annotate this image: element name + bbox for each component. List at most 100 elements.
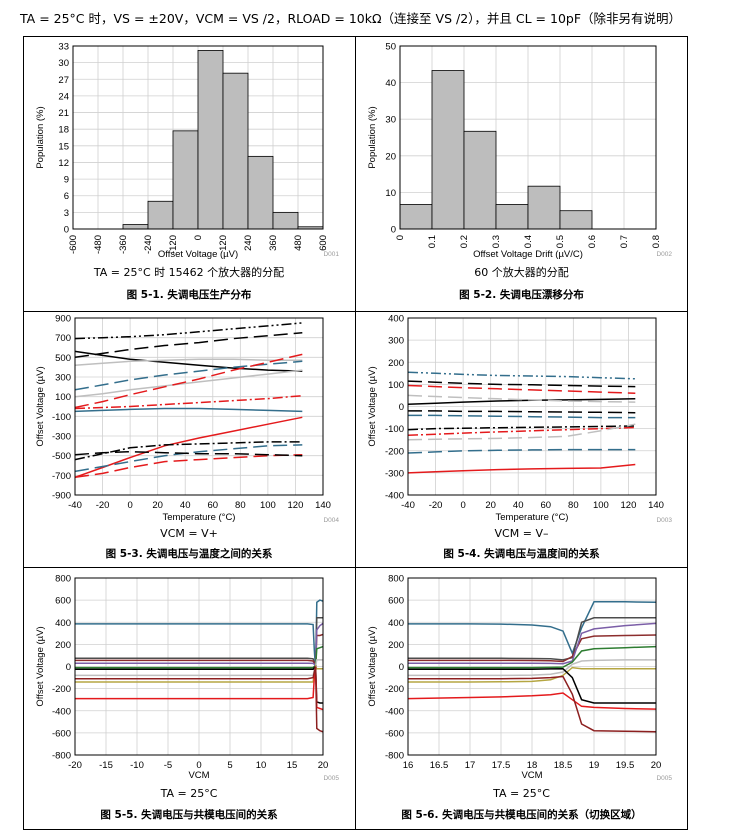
y-tick-label: 0 bbox=[399, 402, 404, 413]
y-tick-label: 400 bbox=[55, 618, 71, 629]
x-axis-label: Offset Voltage (µV) bbox=[158, 249, 238, 260]
y-tick-label: 50 bbox=[385, 42, 396, 53]
x-tick-label: 120 bbox=[621, 500, 637, 511]
x-tick-label: 20 bbox=[485, 500, 496, 511]
y-tick-label: 400 bbox=[388, 618, 404, 629]
series-line bbox=[408, 414, 636, 419]
y-tick-label: 30 bbox=[385, 115, 396, 126]
series-line bbox=[75, 622, 324, 670]
series-line bbox=[407, 371, 636, 380]
figure-caption: 图 5-3. 失调电压与温度之间的关系 bbox=[106, 547, 273, 560]
y-tick-label: -900 bbox=[52, 491, 71, 502]
y-tick-label: 200 bbox=[388, 640, 404, 651]
figure-code: D005 bbox=[656, 775, 672, 782]
series-line bbox=[74, 353, 303, 409]
x-tick-label: -20 bbox=[429, 500, 443, 511]
x-tick-label: 40 bbox=[513, 500, 524, 511]
y-tick-label: 0 bbox=[391, 225, 396, 236]
series-line bbox=[407, 425, 636, 431]
series-line bbox=[407, 384, 636, 394]
x-tick-label: 0 bbox=[127, 500, 132, 511]
y-tick-label: 20 bbox=[385, 151, 396, 162]
series-line bbox=[75, 666, 324, 733]
series-line bbox=[75, 645, 324, 669]
series-line bbox=[74, 369, 303, 398]
chart-1: 0 3 6 9 12 15 18 21 24 27 30 33 -600 -480 -360 -240 -120… bbox=[35, 42, 339, 302]
y-tick-label: 10 bbox=[385, 188, 396, 199]
series-line bbox=[74, 322, 303, 340]
series-line bbox=[74, 358, 303, 366]
figure-note: TA = 25°C 时 15462 个放大器的分配 bbox=[93, 265, 284, 279]
x-tick-label: 0.5 bbox=[555, 235, 566, 248]
x-axis-label: Temperature (°C) bbox=[496, 512, 569, 523]
x-tick-label: 5 bbox=[227, 760, 232, 771]
series-line bbox=[408, 617, 656, 661]
y-tick-label: 30 bbox=[58, 58, 69, 69]
series-line bbox=[407, 448, 636, 454]
y-axis-label: Population (%) bbox=[367, 106, 378, 168]
x-tick-label: 120 bbox=[218, 235, 229, 251]
histogram-bar bbox=[147, 200, 174, 230]
histogram-bar bbox=[431, 70, 465, 230]
x-tick-label: 16.5 bbox=[430, 760, 449, 771]
y-tick-label: 0 bbox=[64, 225, 69, 236]
series-line bbox=[75, 664, 323, 704]
x-tick-label: 120 bbox=[288, 500, 304, 511]
plot-frame bbox=[399, 45, 657, 230]
x-tick-label: -20 bbox=[68, 760, 82, 771]
y-tick-label: 600 bbox=[55, 596, 71, 607]
y-tick-label: 15 bbox=[58, 141, 69, 152]
y-tick-label: 400 bbox=[388, 314, 404, 325]
series-line bbox=[75, 633, 324, 667]
series-line bbox=[407, 463, 636, 474]
y-tick-label: 200 bbox=[55, 640, 71, 651]
histogram-bar bbox=[197, 50, 224, 230]
x-tick-label: 600 bbox=[318, 235, 329, 251]
x-tick-label: 20 bbox=[152, 500, 163, 511]
x-tick-label: 17.5 bbox=[492, 760, 511, 771]
series-line bbox=[408, 410, 636, 414]
x-tick-label: 140 bbox=[648, 500, 664, 511]
series-line bbox=[74, 360, 303, 391]
x-tick-label: 360 bbox=[268, 235, 279, 251]
figure-note: VCM = V– bbox=[495, 527, 549, 540]
x-tick-label: 20 bbox=[651, 760, 662, 771]
y-tick-label: 800 bbox=[388, 574, 404, 585]
figure-note: 60 个放大器的分配 bbox=[474, 265, 569, 279]
series-line bbox=[408, 622, 657, 665]
histogram-bar bbox=[272, 211, 299, 230]
series-line bbox=[74, 394, 303, 410]
figure-note: VCM = V+ bbox=[160, 527, 218, 540]
y-tick-label: 3 bbox=[64, 208, 69, 219]
series-line bbox=[75, 666, 324, 711]
plot-frame bbox=[72, 45, 324, 230]
y-tick-label: 600 bbox=[388, 596, 404, 607]
x-tick-label: 100 bbox=[260, 500, 276, 511]
x-tick-label: -120 bbox=[168, 235, 179, 254]
x-tick-label: 16 bbox=[403, 760, 414, 771]
series-line bbox=[408, 667, 656, 704]
x-tick-label: -240 bbox=[143, 235, 154, 254]
histogram-bar bbox=[172, 130, 199, 230]
y-tick-label: 700 bbox=[55, 333, 71, 344]
series-line bbox=[408, 666, 656, 683]
y-tick-label: -400 bbox=[52, 706, 71, 717]
y-tick-label: -200 bbox=[52, 684, 71, 695]
histogram-bar bbox=[559, 210, 593, 230]
x-tick-label: 480 bbox=[293, 235, 304, 251]
figure-caption: 图 5-5. 失调电压与共模电压间的关系 bbox=[100, 808, 278, 821]
series-line bbox=[74, 407, 303, 413]
x-tick-label: 0 bbox=[193, 235, 204, 240]
x-tick-label: 60 bbox=[540, 500, 551, 511]
y-tick-label: 6 bbox=[64, 191, 69, 202]
chart-6: -800 -600 -400 -200 0 200 400 600 800 16 16.5 17 17.… bbox=[367, 574, 672, 822]
x-tick-label: -360 bbox=[118, 235, 129, 254]
figure-code: D005 bbox=[323, 775, 339, 782]
x-tick-label: -40 bbox=[401, 500, 415, 511]
x-tick-label: 0.2 bbox=[459, 235, 470, 248]
figure-caption: 图 5-1. 失调电压生产分布 bbox=[127, 288, 252, 301]
y-axis-label: Offset Voltage (µV) bbox=[367, 626, 378, 706]
y-tick-label: 300 bbox=[55, 373, 71, 384]
series-line bbox=[74, 450, 303, 457]
